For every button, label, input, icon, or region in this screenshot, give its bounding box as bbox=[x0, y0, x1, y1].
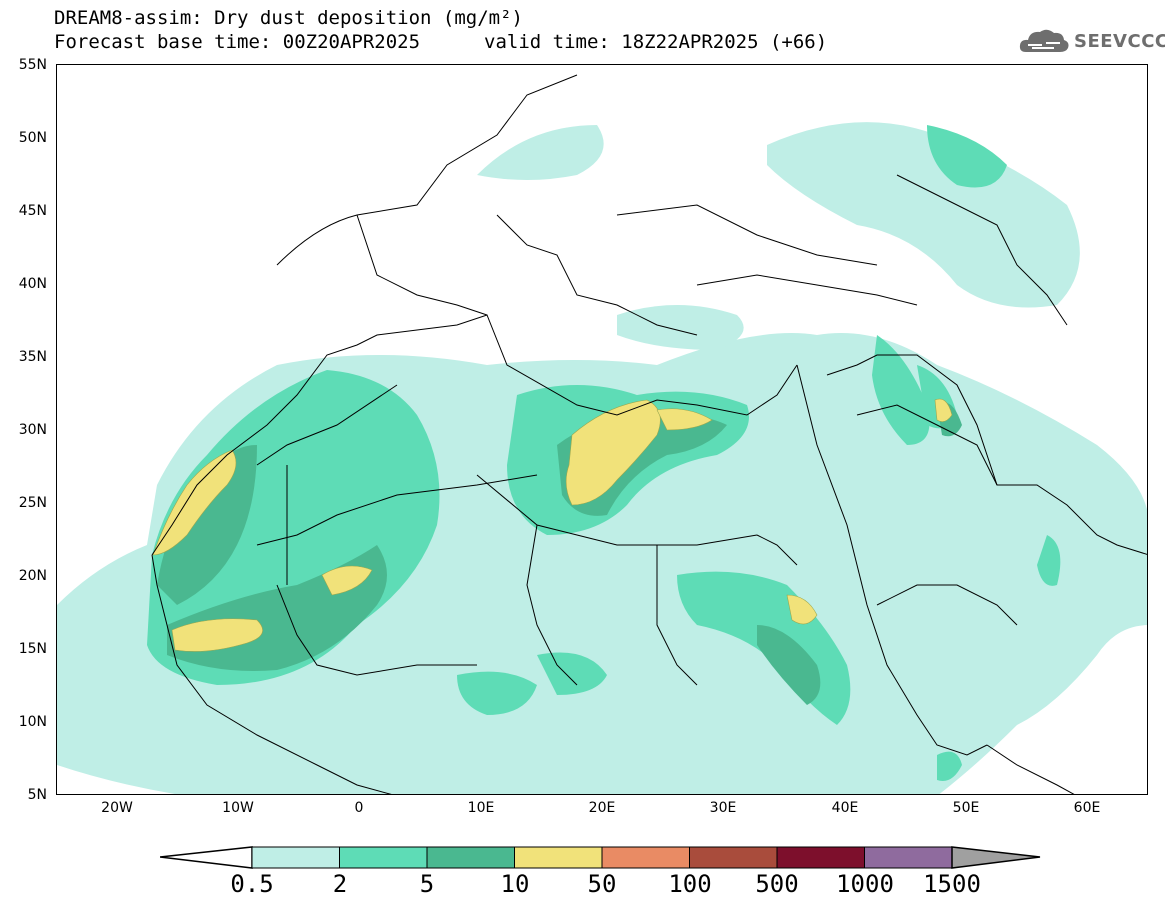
colorbar-cells bbox=[251, 846, 953, 869]
time-info: Forecast base time: 00Z20APR2025 valid ti… bbox=[54, 31, 827, 53]
lat-tick-40n: 40N bbox=[18, 276, 47, 292]
colorbar-label-7: 1000 bbox=[836, 870, 894, 898]
colorbar-high-arrow bbox=[951, 846, 1041, 869]
coastlines bbox=[151, 74, 1147, 794]
logo-text: SEEVCCC bbox=[1074, 30, 1165, 52]
colorbar-cell bbox=[601, 846, 690, 869]
colorbar-label-5: 100 bbox=[668, 870, 712, 898]
colorbar-cell bbox=[514, 846, 603, 869]
lon-tick-20e: 20E bbox=[588, 800, 616, 816]
lon-tick-40e: 40E bbox=[831, 800, 859, 816]
lon-tick-0: 0 bbox=[354, 800, 364, 816]
seevccc-logo: SEEVCCC bbox=[1018, 26, 1165, 56]
colorbar-cell bbox=[339, 846, 428, 869]
map-area bbox=[56, 64, 1148, 795]
colorbar-label-4: 50 bbox=[587, 870, 617, 898]
map-title: DREAM8-assim: Dry dust deposition (mg/m²… bbox=[54, 7, 523, 29]
lat-tick-15n: 15N bbox=[18, 641, 47, 657]
colorbar-label-6: 500 bbox=[755, 870, 799, 898]
lon-tick-10w: 10W bbox=[222, 800, 254, 816]
valid-time: valid time: 18Z22APR2025 (+66) bbox=[484, 31, 828, 53]
lat-tick-50n: 50N bbox=[18, 130, 47, 146]
colorbar-low-arrow bbox=[160, 846, 253, 869]
colorbar-cell bbox=[864, 846, 953, 869]
base-time: Forecast base time: 00Z20APR2025 bbox=[54, 31, 421, 53]
lat-tick-55n: 55N bbox=[18, 57, 47, 73]
cloud-icon bbox=[1019, 29, 1069, 52]
colorbar-cell bbox=[689, 846, 778, 869]
lat-tick-45n: 45N bbox=[18, 203, 47, 219]
lat-tick-10n: 10N bbox=[18, 714, 47, 730]
colorbar-label-8: 1500 bbox=[923, 870, 981, 898]
lon-tick-60e: 60E bbox=[1073, 800, 1101, 816]
colorbar-label-3: 10 bbox=[500, 870, 530, 898]
lat-tick-30n: 30N bbox=[18, 422, 47, 438]
colorbar bbox=[160, 846, 1041, 869]
lon-tick-10e: 10E bbox=[467, 800, 495, 816]
lon-tick-50e: 50E bbox=[952, 800, 980, 816]
colorbar-cell bbox=[776, 846, 865, 869]
lat-tick-25n: 25N bbox=[18, 495, 47, 511]
lon-tick-20w: 20W bbox=[101, 800, 133, 816]
lat-tick-5n: 5N bbox=[27, 787, 47, 803]
colorbar-label-0: 0.5 bbox=[230, 870, 274, 898]
lat-tick-20n: 20N bbox=[18, 568, 47, 584]
dust-layer-heavy bbox=[152, 398, 953, 652]
lon-tick-30e: 30E bbox=[709, 800, 737, 816]
colorbar-cell bbox=[426, 846, 515, 869]
colorbar-cell bbox=[251, 846, 340, 869]
lat-tick-35n: 35N bbox=[18, 349, 47, 365]
colorbar-label-2: 5 bbox=[419, 870, 435, 898]
colorbar-label-1: 2 bbox=[332, 870, 348, 898]
dust-map bbox=[57, 74, 1147, 794]
